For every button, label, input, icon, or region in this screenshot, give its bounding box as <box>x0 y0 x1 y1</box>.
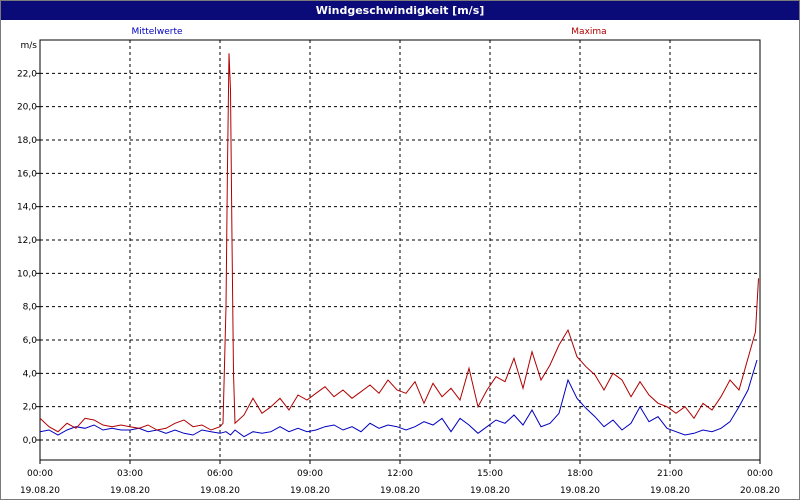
y-axis-unit-label: m/s <box>21 41 38 51</box>
x-tick-time-label: 00:00 <box>27 469 53 479</box>
x-tick-time-label: 15:00 <box>477 469 503 479</box>
series-line-mittelwerte <box>39 359 758 438</box>
x-tick-date-label: 19.08.20 <box>650 486 690 496</box>
y-tick-label: 4,0 <box>23 369 38 379</box>
y-tick-label: 22,0 <box>17 69 37 79</box>
x-tick-time-label: 03:00 <box>117 469 143 479</box>
legend-label-mittelwerte: Mittelwerte <box>131 27 182 37</box>
x-tick-time-label: 21:00 <box>657 469 683 479</box>
x-tick-date-label: 20.08.20 <box>740 486 780 496</box>
y-tick-label: 6,0 <box>23 336 38 346</box>
y-tick-label: 18,0 <box>17 136 37 146</box>
y-tick-label: 0,0 <box>23 436 38 446</box>
x-tick-time-label: 12:00 <box>387 469 413 479</box>
legend: Mittelwerte Maxima <box>131 27 606 37</box>
x-tick-time-label: 00:00 <box>747 469 773 479</box>
y-tick-label: 20,0 <box>17 103 37 113</box>
y-tick-label: 16,0 <box>17 169 37 179</box>
x-tick-time-label: 09:00 <box>297 469 323 479</box>
y-tick-label: 14,0 <box>17 203 37 213</box>
x-tick-date-label: 19.08.20 <box>20 486 60 496</box>
x-tick-date-label: 19.08.20 <box>290 486 330 496</box>
y-tick-label: 12,0 <box>17 236 37 246</box>
series-line-maxima <box>39 53 759 433</box>
chart-title: Windgeschwindigkeit [m/s] <box>1 1 799 20</box>
x-tick-time-label: 18:00 <box>567 469 593 479</box>
grid-lines <box>40 40 760 460</box>
x-tick-time-label: 06:00 <box>207 469 233 479</box>
x-tick-date-label: 19.08.20 <box>110 486 150 496</box>
x-tick-date-label: 19.08.20 <box>200 486 240 496</box>
y-tick-label: 2,0 <box>23 403 38 413</box>
y-axis-ticks: 0,0 2,0 4,0 6,0 8,0 10,0 12,0 14,0 16,0 18,0 20,0 2… <box>17 41 40 446</box>
x-tick-date-label: 19.08.20 <box>560 486 600 496</box>
series-lines <box>39 53 759 438</box>
x-tick-date-label: 19.08.20 <box>470 486 510 496</box>
x-axis-ticks: 00:00 19.08.20 03:00 19.08.20 06:00 19.08.20 0… <box>20 460 780 496</box>
y-tick-label: 10,0 <box>17 269 37 279</box>
legend-label-maxima: Maxima <box>571 27 606 37</box>
x-tick-date-label: 19.08.20 <box>380 486 420 496</box>
y-tick-label: 8,0 <box>23 303 38 313</box>
